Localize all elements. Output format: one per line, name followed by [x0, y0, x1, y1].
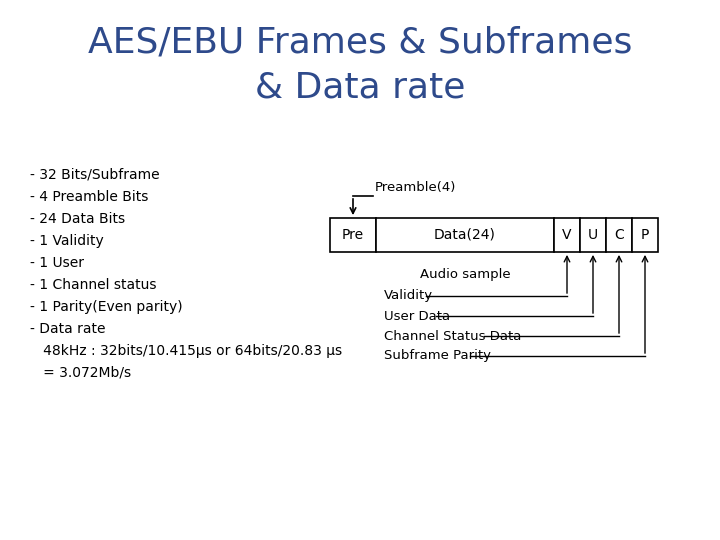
Bar	[606, 218, 632, 252]
Bar	[376, 218, 554, 252]
Text: C: C	[614, 228, 624, 242]
Bar	[330, 218, 376, 252]
Text: & Data rate: & Data rate	[255, 71, 465, 105]
Bar	[580, 218, 606, 252]
Text: Subframe Parity: Subframe Parity	[384, 349, 491, 362]
Text: - 1 Channel status: - 1 Channel status	[30, 278, 156, 292]
Text: User Data: User Data	[384, 309, 450, 322]
Text: - 24 Data Bits: - 24 Data Bits	[30, 212, 125, 226]
Text: - 1 Validity: - 1 Validity	[30, 234, 104, 248]
Text: - 1 Parity(Even parity): - 1 Parity(Even parity)	[30, 300, 183, 314]
Text: Preamble(4): Preamble(4)	[375, 181, 456, 194]
Text: V: V	[562, 228, 572, 242]
Text: Validity: Validity	[384, 289, 433, 302]
Text: - 1 User: - 1 User	[30, 256, 84, 270]
Text: U: U	[588, 228, 598, 242]
Bar	[554, 218, 580, 252]
Text: = 3.072Mb/s: = 3.072Mb/s	[30, 366, 131, 380]
Text: Audio sample: Audio sample	[420, 268, 510, 281]
Text: Data(24): Data(24)	[434, 228, 496, 242]
Text: Channel Status Data: Channel Status Data	[384, 329, 521, 342]
Text: - 32 Bits/Subframe: - 32 Bits/Subframe	[30, 168, 160, 182]
Text: Pre: Pre	[342, 228, 364, 242]
Text: - Data rate: - Data rate	[30, 322, 106, 336]
Text: P: P	[641, 228, 649, 242]
Text: AES/EBU Frames & Subframes: AES/EBU Frames & Subframes	[88, 25, 632, 59]
Text: 48kHz : 32bits/10.415μs or 64bits/20.83 μs: 48kHz : 32bits/10.415μs or 64bits/20.83 …	[30, 344, 342, 358]
Bar	[632, 218, 658, 252]
Text: - 4 Preamble Bits: - 4 Preamble Bits	[30, 190, 148, 204]
